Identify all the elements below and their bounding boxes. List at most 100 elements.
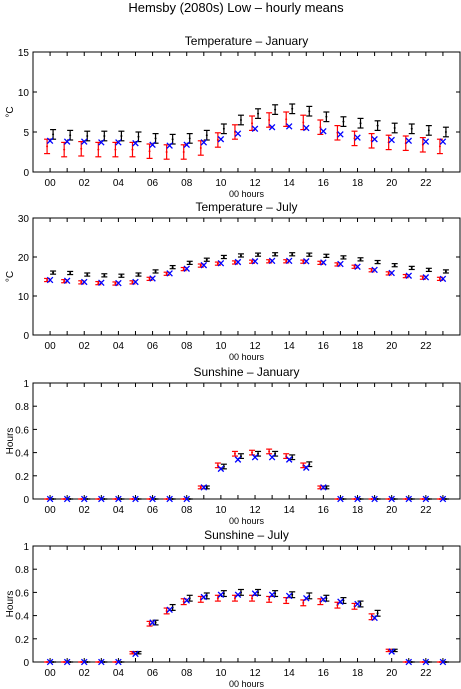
data-point-x-marker [422,138,430,145]
x-tick-label: 02 [79,668,91,679]
data-point-marker [325,254,328,257]
data-point-errorbar [237,114,244,126]
data-point-errorbar [272,252,279,257]
data-point-x-marker [268,453,276,461]
data-point-errorbar [249,115,256,131]
data-point-x-marker [46,137,54,145]
data-point-marker [427,129,430,132]
data-point-marker [52,133,55,136]
data-point-marker [69,271,72,274]
data-point-x-marker [132,278,139,286]
data-point-errorbar [266,448,273,455]
data-point-errorbar [425,498,432,500]
data-point-x-marker [115,658,122,666]
data-point-marker [46,661,49,663]
data-point-marker [131,498,134,500]
data-point-marker [239,254,242,257]
data-point-x-marker [371,135,378,143]
data-point-marker [103,274,106,277]
data-point-marker [103,661,106,663]
y-axis-label: °C [5,271,16,282]
data-point-marker [268,598,271,601]
data-point-x-marker [405,137,413,145]
data-point-marker [274,108,277,111]
data-point-x-marker [217,465,225,473]
x-tick-label: 08 [181,505,193,516]
data-point-marker [353,137,356,140]
data-point-errorbar [408,265,415,271]
data-point-x-marker [132,139,139,147]
x-tick-label: 08 [181,668,193,679]
data-point-errorbar [152,269,159,274]
x-tick-label: 04 [113,178,125,189]
data-point-marker [291,253,294,256]
data-point-errorbar [50,661,57,663]
data-point-x-marker [183,265,190,272]
data-point-x-marker [354,134,361,141]
data-point-marker [63,280,66,283]
data-point-marker [120,661,123,663]
data-point-marker [274,253,277,256]
data-point-errorbar [118,661,125,663]
data-point-marker [80,498,83,500]
data-point-errorbar [129,141,136,158]
x-tick-label: 06 [147,668,159,679]
data-point-x-marker [320,596,327,603]
data-point-marker [120,274,123,277]
data-point-x-marker [251,125,259,133]
data-point-x-marker [200,139,208,146]
data-point-errorbar [214,132,221,148]
chart-panel: Sunshine – July 0 0.2 0.4 0.6 0.8 1 00 02 04 06 08 1… [5,528,461,689]
data-point-marker [251,451,254,454]
x-tick-label: 00 [45,178,57,189]
data-point-errorbar [283,453,290,459]
data-point-x-marker [337,598,344,605]
data-point-errorbar [300,599,307,607]
data-point-marker [165,272,168,275]
data-point-marker [120,135,123,137]
data-point-x-marker [166,606,173,614]
data-point-marker [370,498,373,500]
data-point-errorbar [351,130,358,147]
x-tick-label: 20 [386,505,398,516]
data-point-marker [302,260,305,263]
data-point-marker [46,498,49,500]
data-point-errorbar [237,253,244,258]
data-point-marker [359,258,362,261]
data-point-marker [291,107,294,110]
y-tick-label: 0.4 [15,449,29,460]
data-point-errorbar [118,273,125,278]
data-point-x-marker [439,275,447,283]
x-axis-label: 00 hours [229,189,265,199]
data-point-errorbar [306,105,313,117]
data-point-marker [52,498,55,500]
data-point-marker [46,279,49,282]
data-point-marker [336,498,339,500]
data-point-x-marker [405,272,413,279]
data-point-marker [410,127,413,130]
data-point-marker [188,261,191,264]
data-point-marker [216,262,219,265]
data-point-errorbar [78,498,85,500]
data-point-x-marker [320,259,327,266]
data-point-marker [410,661,413,663]
data-point-errorbar [231,124,238,140]
data-point-errorbar [436,661,443,663]
data-point-marker [370,269,373,272]
x-tick-label: 06 [147,178,159,189]
data-point-x-marker [115,495,122,503]
x-tick-label: 00 [45,341,57,352]
data-point-marker [308,110,311,113]
data-point-marker [52,661,55,663]
y-tick-label: 0.8 [15,565,29,576]
data-point-errorbar [255,108,262,120]
y-tick-label: 0 [23,495,29,506]
data-point-marker [268,119,271,121]
data-point-marker [393,127,396,129]
x-tick-label: 04 [113,341,125,352]
data-point-x-marker [46,276,54,284]
data-point-marker [205,258,208,261]
data-point-errorbar [317,119,324,135]
data-point-x-marker [388,136,395,144]
data-point-errorbar [101,273,108,278]
